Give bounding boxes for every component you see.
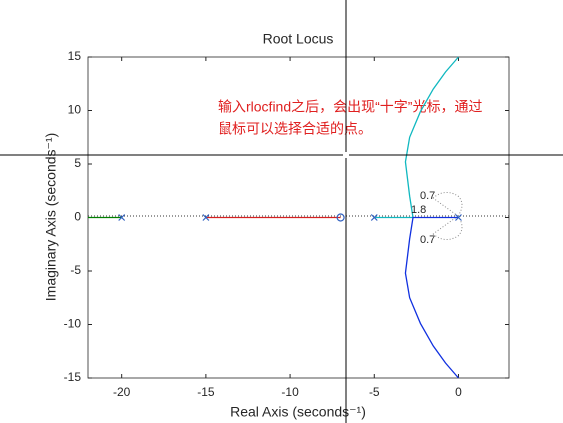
- pole-marker: [202, 214, 210, 221]
- x-tick-label: 0: [455, 385, 462, 399]
- x-tick-label: -20: [113, 385, 131, 399]
- pole-marker: [118, 214, 126, 221]
- pole-marker: [370, 214, 378, 221]
- damping-label: 0.7: [420, 190, 435, 202]
- locus-branch: [374, 56, 459, 219]
- chart-title: Root Locus: [263, 31, 334, 47]
- damping-label: 1.8: [411, 204, 426, 216]
- y-axis-label: Imaginary Axis (seconds⁻¹): [43, 133, 59, 301]
- damping-grid: [432, 192, 463, 240]
- pole-marker: [455, 214, 462, 221]
- y-tick-label: 10: [68, 103, 82, 117]
- x-tick-label: -10: [281, 385, 299, 399]
- x-tick-label: -5: [369, 385, 380, 399]
- plot: -20 -15 -10 -5 0 -15 -10 -5 0 5 10 15 0.7 1.8 0.7: [64, 49, 509, 399]
- y-tick-label: -5: [70, 263, 81, 277]
- annotation: 鼠标可以选择合适的点。: [218, 121, 372, 137]
- crosshair-center: [343, 152, 349, 158]
- x-axis-label: Real Axis (seconds⁻¹): [230, 404, 366, 420]
- y-tick-label: 0: [74, 210, 81, 224]
- annotation: 输入rlocfind之后，会出现“十字”光标，通过: [218, 99, 482, 115]
- zero-marker: [336, 213, 345, 222]
- y-tick-label: -15: [64, 370, 82, 384]
- x-tick-label: -15: [197, 385, 215, 399]
- y-tick-label: 5: [74, 156, 81, 170]
- y-tick-label: -10: [64, 317, 82, 331]
- locus-branch: [404, 216, 459, 379]
- y-tick-label: 15: [68, 49, 82, 63]
- damping-label: 0.7: [420, 234, 435, 246]
